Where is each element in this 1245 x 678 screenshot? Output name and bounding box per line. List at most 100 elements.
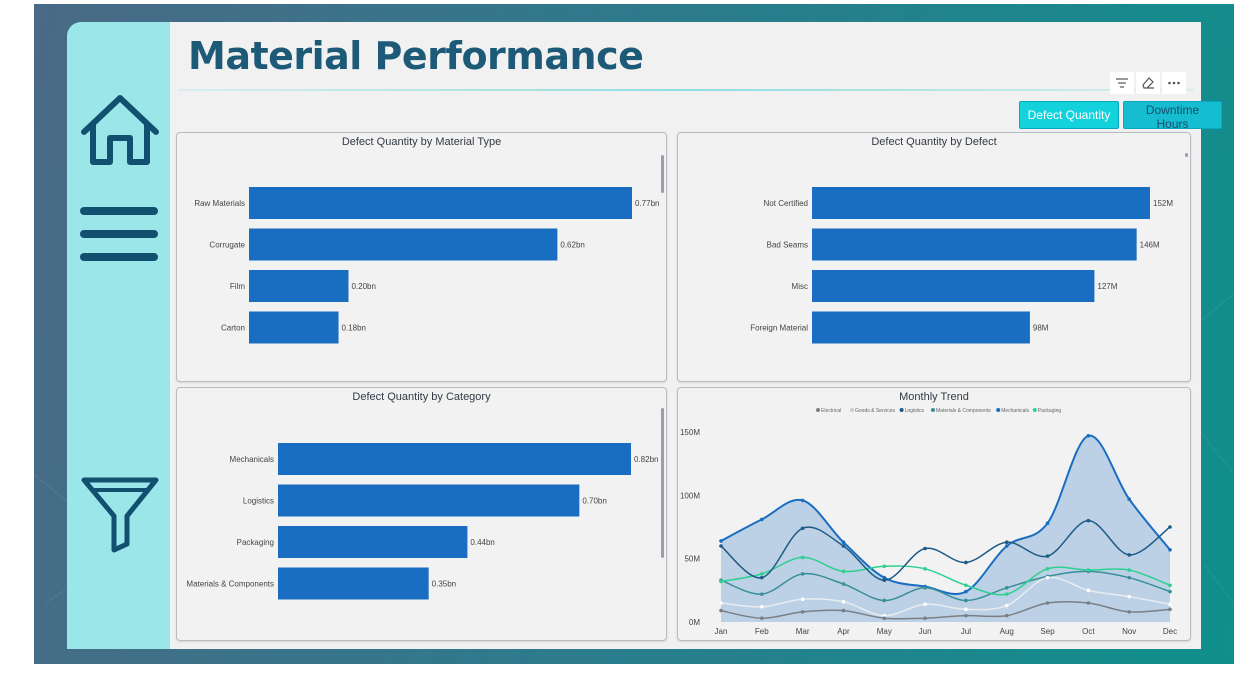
legend-marker xyxy=(1032,408,1037,412)
legend-label: Electrical xyxy=(821,408,841,414)
bar xyxy=(812,270,1095,302)
series-line-logistics xyxy=(720,519,1171,581)
bar xyxy=(278,443,631,475)
data-point xyxy=(1086,518,1091,523)
category-label: Carton xyxy=(221,324,245,333)
sidebar xyxy=(67,22,170,649)
data-point xyxy=(1168,548,1172,552)
data-point xyxy=(841,582,846,586)
data-label: 0.20bn xyxy=(351,282,375,291)
data-point xyxy=(1004,603,1009,608)
x-tick-label: Nov xyxy=(1122,627,1136,636)
bar-chart-category: Mechanicals 0.82bn Logistics 0.70bn Packagin… xyxy=(186,443,658,600)
legend-marker xyxy=(850,408,854,412)
filter-icon[interactable] xyxy=(1110,72,1134,94)
category-label: Materials & Components xyxy=(186,580,274,589)
data-point xyxy=(800,555,805,560)
category-label: Not Certified xyxy=(764,199,808,208)
x-tick-label: Oct xyxy=(1082,627,1095,636)
x-tick-label: Feb xyxy=(755,627,769,636)
chart-title: Monthly Trend xyxy=(899,391,969,403)
data-point xyxy=(719,544,723,548)
chart-title: Defect Quantity by Material Type xyxy=(341,136,502,148)
eraser-icon[interactable] xyxy=(1136,72,1160,94)
x-tick-label: Jul xyxy=(961,627,971,636)
scrollbar-thumb[interactable] xyxy=(661,155,664,193)
data-label: 146M xyxy=(1140,241,1160,250)
series-line-electrical xyxy=(720,600,1171,620)
bar xyxy=(278,484,580,517)
scrollbar-thumb[interactable] xyxy=(661,408,664,558)
legend-label: Mechanicals xyxy=(1001,408,1029,414)
data-point xyxy=(1127,575,1131,580)
data-point xyxy=(841,608,846,613)
category-label: Film xyxy=(230,282,245,291)
data-point xyxy=(1168,602,1172,607)
data-point xyxy=(882,578,887,582)
data-label: 0.70bn xyxy=(582,497,606,506)
data-point xyxy=(1045,601,1050,605)
bar xyxy=(249,228,558,261)
data-point xyxy=(882,564,887,569)
data-point xyxy=(964,583,968,588)
chart-title: Defect Quantity by Defect xyxy=(871,136,997,148)
x-tick-label: Apr xyxy=(837,627,850,636)
data-point xyxy=(719,539,723,543)
data-point xyxy=(923,586,927,590)
bar-chart-defect: Not Certified 152M Bad Seams 146M Misc 127M Fo… xyxy=(750,187,1173,344)
x-tick-label: Sep xyxy=(1040,627,1055,636)
series-line-packaging xyxy=(720,556,1171,596)
legend-label: Packaging xyxy=(1038,408,1062,414)
data-point xyxy=(964,613,968,618)
x-tick-label: Aug xyxy=(1000,627,1014,636)
data-point xyxy=(1127,497,1131,501)
data-point xyxy=(1168,583,1172,588)
data-point xyxy=(1127,610,1131,614)
data-point xyxy=(760,575,764,580)
data-point xyxy=(964,589,968,594)
data-label: 127M xyxy=(1097,282,1117,291)
downtime-hours-button[interactable]: Downtime Hours xyxy=(1123,101,1222,131)
category-label: Bad Seams xyxy=(767,241,808,250)
data-point xyxy=(1004,613,1009,618)
bar xyxy=(812,311,1030,344)
chart-panel-material-type: Defect Quantity by Material Type Raw Mat… xyxy=(176,132,667,382)
dashboard-background: Material Performance Defect Quantity Dow… xyxy=(34,4,1234,664)
data-point xyxy=(1086,568,1091,572)
data-point xyxy=(882,598,887,603)
data-point xyxy=(882,613,887,618)
data-point xyxy=(1045,575,1050,580)
data-point xyxy=(760,605,764,609)
legend-label: Goods & Services xyxy=(855,408,896,414)
chart-panel-defect: Defect Quantity by Defect Not Certified 1… xyxy=(677,132,1191,382)
category-label: Misc xyxy=(792,282,808,291)
series-line-goods-services xyxy=(720,576,1171,617)
page-title: Material Performance xyxy=(188,34,644,78)
data-point xyxy=(1086,588,1091,593)
legend-marker xyxy=(931,408,935,412)
home-icon[interactable] xyxy=(80,92,160,168)
bar-chart-material-type: Raw Materials 0.77bn Corrugate 0.62bn Film 0.… xyxy=(194,187,659,344)
filter-funnel-icon[interactable] xyxy=(80,474,160,554)
data-point xyxy=(1168,607,1172,612)
hamburger-menu-icon[interactable] xyxy=(80,205,160,265)
data-point xyxy=(964,607,968,612)
data-point xyxy=(923,546,927,551)
data-point xyxy=(841,569,846,574)
defect-quantity-button[interactable]: Defect Quantity xyxy=(1019,101,1119,129)
data-point xyxy=(719,601,723,605)
y-tick-label: 150M xyxy=(680,428,700,437)
x-tick-label: Jun xyxy=(919,627,932,636)
chart-panel-category: Defect Quantity by Category Mechanicals 0… xyxy=(176,387,667,641)
chart-title: Defect Quantity by Category xyxy=(352,391,491,403)
category-label: Raw Materials xyxy=(194,199,245,208)
legend-marker xyxy=(816,408,820,412)
category-label: Corrugate xyxy=(209,241,245,250)
y-tick-label: 0M xyxy=(689,618,700,627)
data-point xyxy=(841,540,846,544)
data-point xyxy=(1004,544,1009,548)
data-point xyxy=(760,592,764,596)
data-point xyxy=(800,526,805,531)
scrollbar-thumb[interactable] xyxy=(1185,153,1188,157)
more-options-icon[interactable] xyxy=(1162,72,1186,94)
